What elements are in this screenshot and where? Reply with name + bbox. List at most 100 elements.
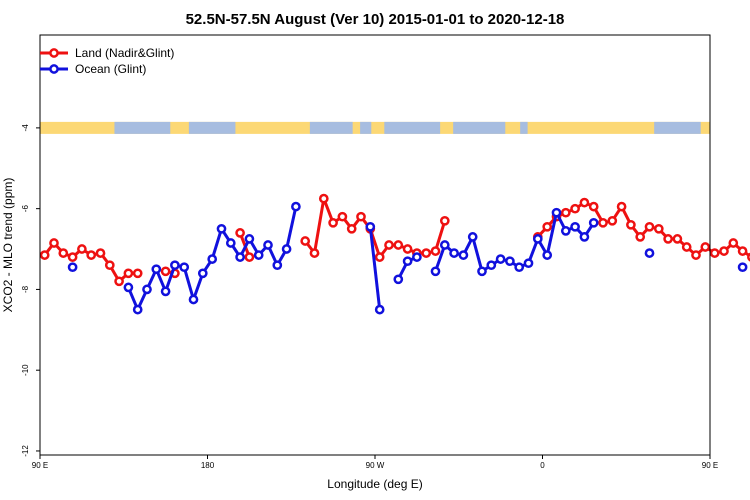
y-tick-label: -4 — [21, 124, 30, 132]
ocean-data-point — [514, 262, 525, 273]
y-tick-label: -8 — [21, 285, 30, 293]
land-data-point — [132, 268, 143, 279]
ocean-data-point — [560, 226, 571, 236]
ocean-data-point — [495, 254, 506, 264]
strip-ocean-segment — [114, 121, 171, 134]
x-tick-label: 180 — [201, 461, 215, 470]
ocean-data-point — [374, 304, 385, 315]
ocean-data-point — [477, 266, 487, 277]
ocean-data-point — [291, 201, 301, 212]
land-data-point — [328, 217, 338, 228]
land-data-point — [635, 232, 646, 242]
land-data-point — [691, 250, 701, 260]
land-data-point — [114, 276, 124, 287]
land-data-point — [384, 240, 394, 250]
ocean-data-point — [412, 252, 422, 262]
land-data-point — [77, 244, 87, 254]
land-data-point — [626, 219, 636, 230]
land-data-point — [588, 201, 599, 212]
legend-label-land: Land (Nadir&Glint) — [75, 46, 174, 60]
y-tick-label: -12 — [21, 445, 30, 457]
y-tick-label: -10 — [21, 364, 30, 376]
land-data-point — [709, 248, 720, 258]
ocean-data-point — [439, 240, 450, 250]
ocean-data-point — [263, 240, 273, 250]
land-data-point — [356, 211, 366, 222]
ocean-series-line — [368, 226, 382, 310]
land-data-point — [728, 238, 739, 248]
ocean-data-point — [225, 238, 236, 248]
strip-ocean-segment — [309, 121, 353, 134]
land-data-point — [244, 252, 255, 262]
ocean-data-point — [365, 221, 376, 232]
y-tick-label: -6 — [21, 205, 30, 213]
land-data-point — [39, 250, 50, 260]
land-data-point — [430, 246, 441, 256]
ocean-data-point — [402, 256, 413, 267]
land-data-point — [86, 250, 97, 260]
ocean-data-point — [272, 260, 283, 271]
ocean-data-point — [588, 217, 599, 228]
x-axis-label: Longitude (deg E) — [327, 477, 422, 491]
land-data-point — [644, 221, 655, 232]
ocean-data-point — [188, 294, 199, 305]
ocean-data-point — [197, 268, 208, 279]
land-data-point — [123, 268, 134, 279]
ocean-data-point — [523, 258, 534, 269]
ocean-data-point — [579, 232, 590, 242]
y-axis-label: XCO2 - MLO trend (ppm) — [1, 178, 15, 313]
ocean-data-point — [170, 260, 180, 271]
ocean-data-point — [160, 286, 171, 297]
ocean-data-point — [644, 248, 655, 258]
land-data-point — [663, 234, 673, 244]
land-data-point — [104, 260, 115, 271]
ocean-data-point — [570, 221, 580, 232]
land-data-point — [95, 248, 106, 258]
land-data-point — [346, 223, 357, 234]
land-data-point — [58, 248, 69, 258]
ocean-data-point — [132, 304, 143, 315]
strip-ocean-segment — [384, 121, 441, 134]
land-data-point — [235, 228, 245, 238]
land-data-point — [607, 215, 618, 226]
land-data-point — [309, 248, 320, 258]
ocean-data-point — [151, 264, 162, 275]
ocean-data-point — [235, 252, 245, 262]
ocean-data-point — [281, 244, 292, 254]
land-data-point — [653, 223, 664, 234]
land-data-point — [598, 217, 608, 228]
land-data-point — [579, 197, 590, 208]
x-tick-label: 0 — [540, 461, 545, 470]
land-data-point — [49, 238, 59, 248]
x-tick-label: 90 E — [702, 461, 718, 470]
ocean-data-point — [467, 232, 478, 242]
legend: Land (Nadir&Glint) Ocean (Glint) — [40, 46, 174, 76]
ocean-data-point — [532, 234, 543, 244]
ocean-data-point — [244, 234, 255, 244]
land-series-line — [43, 241, 138, 283]
land-data-point — [439, 215, 450, 226]
land-data-point — [318, 193, 329, 204]
land-data-point — [421, 248, 432, 258]
ocean-data-point — [458, 250, 469, 260]
ocean-data-point — [253, 250, 264, 260]
ocean-data-point — [393, 274, 404, 285]
strip-ocean-segment — [188, 121, 236, 134]
ocean-data-point — [216, 223, 227, 234]
ocean-data-point — [430, 266, 441, 277]
legend-label-ocean: Ocean (Glint) — [75, 62, 146, 76]
ocean-data-point — [551, 207, 562, 218]
ocean-data-point — [123, 282, 134, 293]
land-data-point — [719, 246, 729, 256]
x-tick-label: 90 W — [366, 461, 385, 470]
x-axis: 90 E 180 90 W 0 90 E — [32, 455, 718, 470]
strip-ocean-segment — [520, 121, 528, 134]
series-layer — [39, 193, 750, 315]
strip-ocean-segment — [654, 121, 701, 134]
ocean-data-point — [486, 260, 497, 271]
land-data-point — [560, 207, 571, 218]
ocean-data-point — [505, 256, 515, 267]
land-data-point — [67, 252, 78, 262]
land-ocean-strip — [40, 121, 710, 134]
strip-ocean-segment — [360, 121, 372, 134]
